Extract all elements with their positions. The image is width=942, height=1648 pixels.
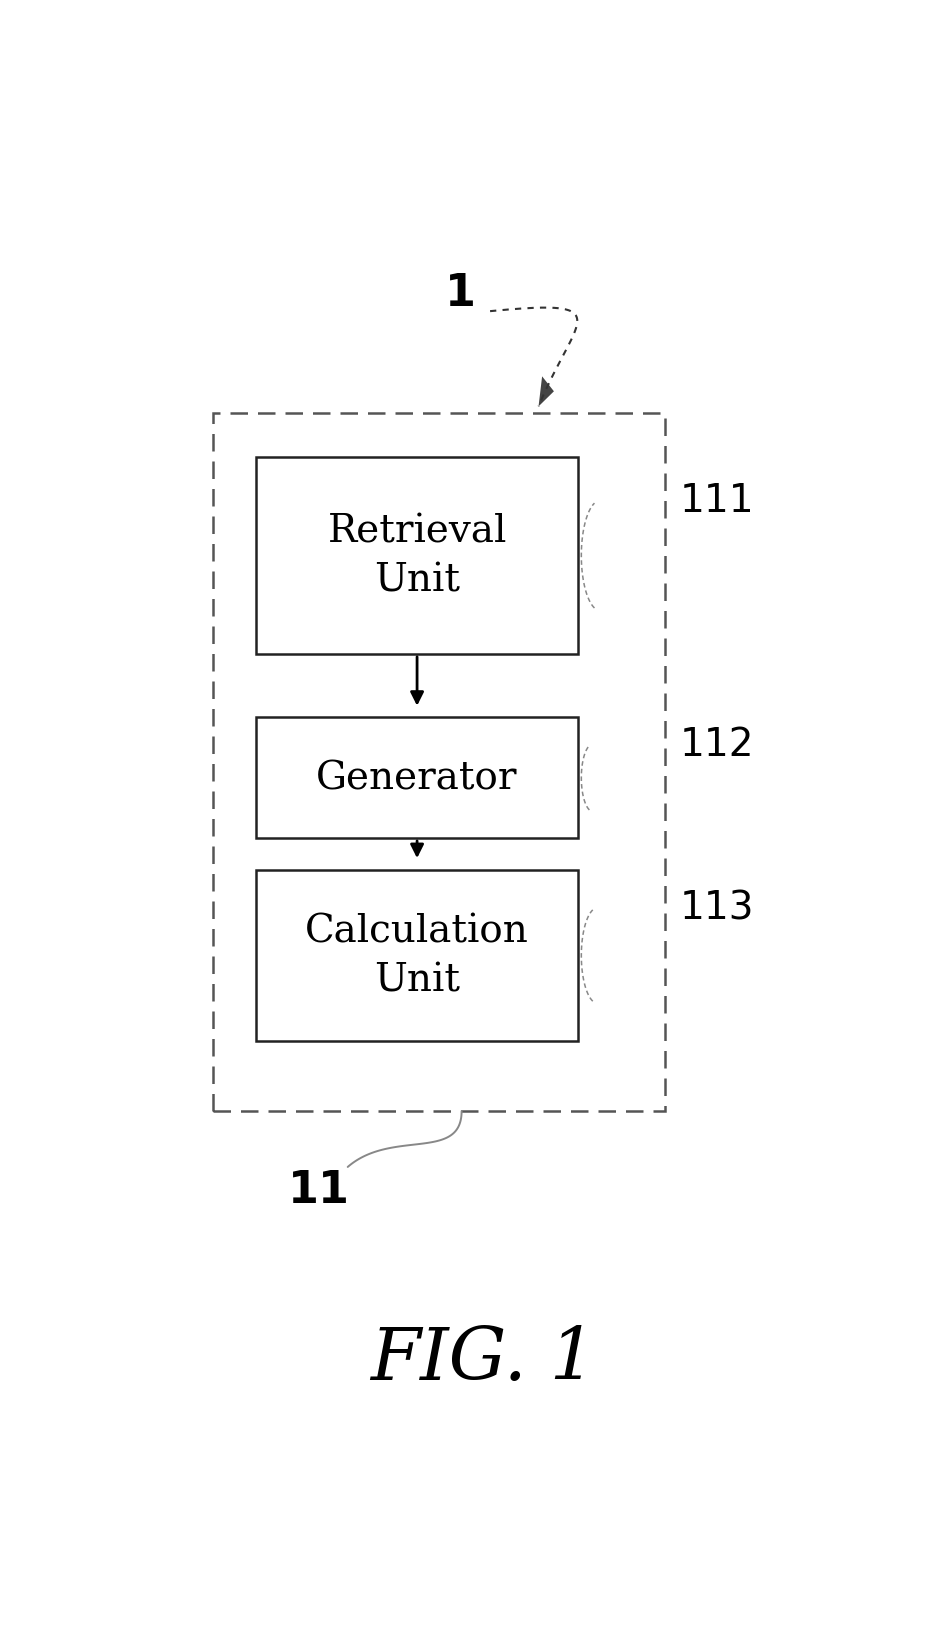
Text: Calculation
Unit: Calculation Unit [305,913,529,999]
Text: 1: 1 [446,272,477,315]
Text: Retrieval
Unit: Retrieval Unit [328,514,507,598]
FancyBboxPatch shape [256,870,577,1042]
Text: 112: 112 [680,725,755,763]
Text: 113: 113 [680,888,755,926]
FancyBboxPatch shape [256,458,577,654]
Polygon shape [539,377,554,407]
FancyBboxPatch shape [256,719,577,839]
Text: 111: 111 [680,483,755,521]
Text: Generator: Generator [317,760,518,796]
Text: FIG. 1: FIG. 1 [370,1323,595,1394]
Text: 11: 11 [287,1168,349,1211]
